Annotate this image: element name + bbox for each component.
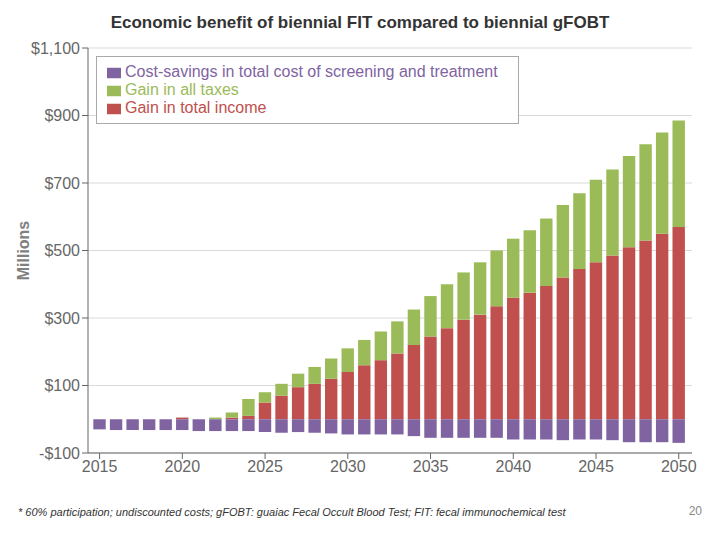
svg-text:2020: 2020 — [165, 458, 201, 475]
svg-text:$700: $700 — [44, 175, 80, 192]
svg-text:-$100: -$100 — [39, 445, 80, 462]
svg-text:2045: 2045 — [578, 458, 614, 475]
svg-text:2035: 2035 — [413, 458, 449, 475]
svg-text:Millions: Millions — [15, 221, 32, 281]
svg-text:2040: 2040 — [495, 458, 531, 475]
svg-text:$1,100: $1,100 — [31, 40, 80, 57]
html-text:Gain in all taxes: Gain in all taxes — [125, 81, 239, 98]
html-text:Cost-savings in total cost of: Cost-savings in total cost of screening … — [125, 63, 498, 80]
html-text:Gain in total income: Gain in total income — [125, 99, 267, 116]
svg-text:2050: 2050 — [661, 458, 697, 475]
svg-text:2030: 2030 — [330, 458, 366, 475]
svg-text:2015: 2015 — [82, 458, 118, 475]
svg-text:$300: $300 — [44, 310, 80, 327]
html-text:Economic benefit of biennial F: Economic benefit of biennial FIT compare… — [110, 13, 610, 32]
svg-text:$500: $500 — [44, 242, 80, 259]
html-text:20: 20 — [688, 504, 702, 518]
html-text:* 60% participation; undiscoun: * 60% participation; undiscounted costs;… — [18, 506, 566, 518]
svg-text:2025: 2025 — [247, 458, 283, 475]
svg-text:$100: $100 — [44, 377, 80, 394]
svg-text:$900: $900 — [44, 107, 80, 124]
